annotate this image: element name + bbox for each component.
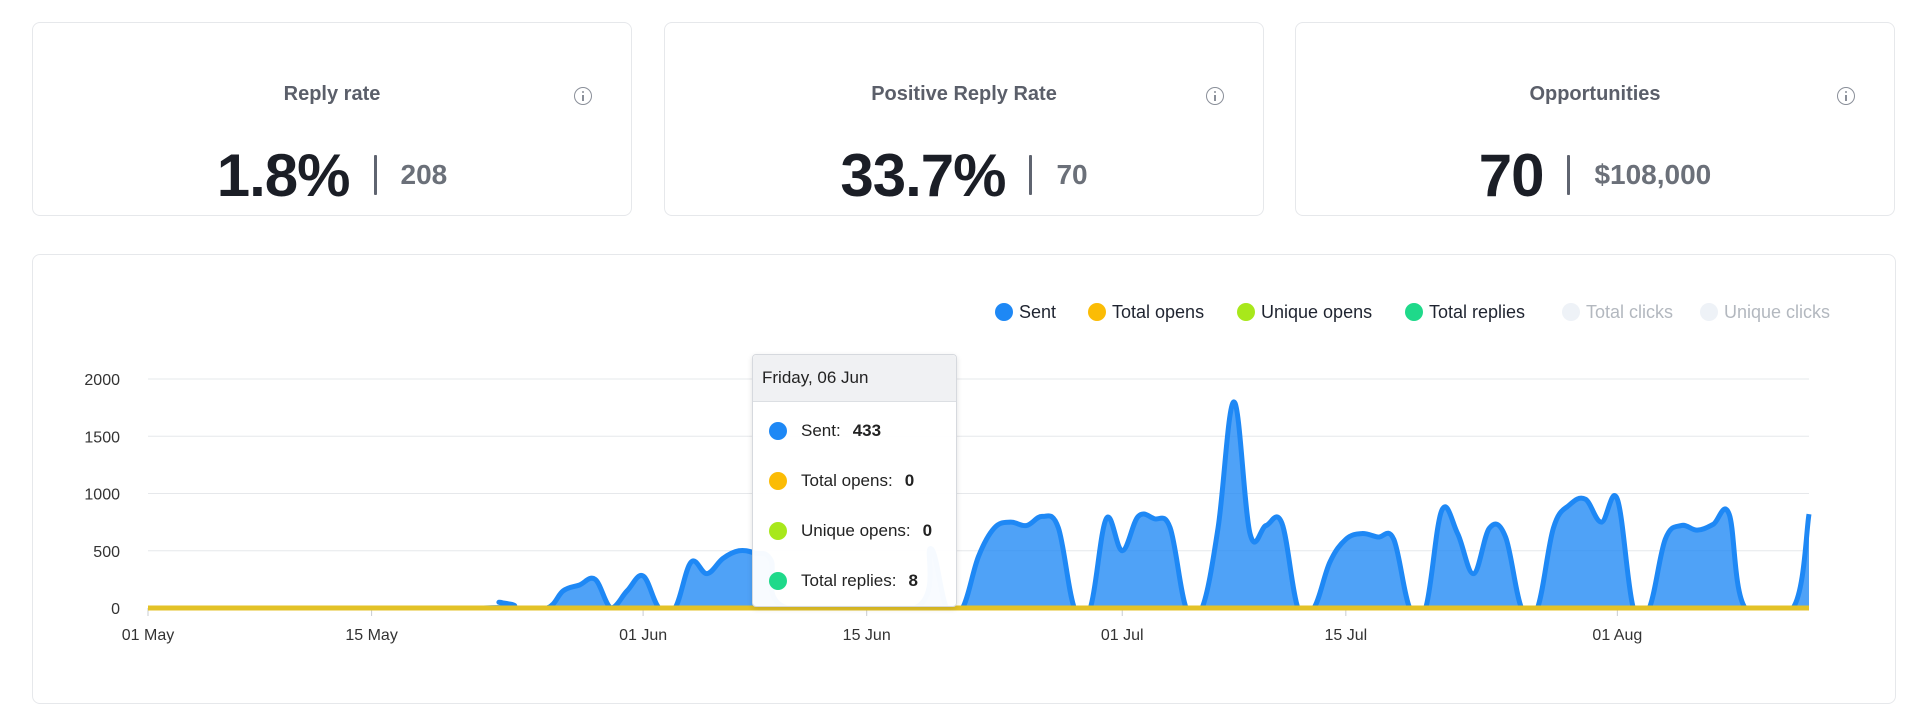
legend-label: Sent xyxy=(1019,302,1056,322)
tooltip-row: Total opens: 0 xyxy=(769,470,914,492)
tooltip-row: Sent: 433 xyxy=(769,420,881,442)
y-tick-label: 1500 xyxy=(84,429,120,446)
y-tick-label: 2000 xyxy=(84,372,120,389)
legend-dot-icon xyxy=(1562,303,1580,321)
legend-item-unique-opens[interactable]: Unique opens xyxy=(1237,302,1372,322)
legend-dot-icon xyxy=(995,303,1013,321)
legend-item-total-opens[interactable]: Total opens xyxy=(1088,302,1204,322)
tooltip-label: Total opens: xyxy=(801,471,893,490)
info-icon[interactable] xyxy=(574,87,592,105)
legend-label: Unique clicks xyxy=(1724,302,1830,322)
activity-chart: 0 500 1000 1500 2000 01 May 15 May 01 Jun 15 Jun… xyxy=(84,302,1830,644)
tooltip-value: 8 xyxy=(908,571,918,590)
stat-card-title: Reply rate xyxy=(283,83,381,105)
stat-value: 70 xyxy=(1478,141,1545,209)
divider xyxy=(1567,155,1571,195)
stat-value-row: 70 $108,000 xyxy=(1296,141,1894,209)
y-tick-label: 0 xyxy=(111,601,120,618)
chart-legend: Sent Total opens Unique opens Total replies… xyxy=(995,302,1830,322)
legend-label: Total opens xyxy=(1112,302,1204,322)
series-dot-icon xyxy=(769,422,787,440)
stat-card-reply-rate: Reply rate 1.8% 208 xyxy=(32,22,632,216)
tooltip-date: Friday, 06 Jun xyxy=(753,355,956,402)
x-tick-label: 01 Aug xyxy=(1592,627,1642,644)
tooltip-label: Sent: xyxy=(801,421,841,440)
stat-subvalue: 70 xyxy=(1056,159,1088,190)
series-dot-icon xyxy=(769,572,787,590)
tooltip-row: Total replies: 8 xyxy=(769,570,918,592)
legend-item-sent[interactable]: Sent xyxy=(995,302,1056,322)
series-dot-icon xyxy=(769,522,787,540)
info-icon[interactable] xyxy=(1206,87,1224,105)
stat-value-row: 33.7% 70 xyxy=(665,141,1263,209)
stat-card-title: Positive Reply Rate xyxy=(871,83,1057,105)
divider xyxy=(373,155,377,195)
legend-item-total-clicks[interactable]: Total clicks xyxy=(1562,302,1673,322)
legend-item-total-replies[interactable]: Total replies xyxy=(1405,302,1525,322)
x-tick-label: 01 Jul xyxy=(1101,627,1144,644)
x-tick-label: 01 Jun xyxy=(619,627,667,644)
tooltip-label: Unique opens: xyxy=(801,521,911,540)
stat-card-positive-reply-rate: Positive Reply Rate 33.7% 70 xyxy=(664,22,1264,216)
chart-tooltip: Friday, 06 Jun Sent: 433 Total opens: 0 … xyxy=(752,354,957,607)
tooltip-label: Total replies: xyxy=(801,571,897,590)
legend-item-unique-clicks[interactable]: Unique clicks xyxy=(1700,302,1830,322)
divider xyxy=(1029,155,1033,195)
x-tick-label: 15 Jul xyxy=(1324,627,1367,644)
legend-dot-icon xyxy=(1088,303,1106,321)
series-dot-icon xyxy=(769,472,787,490)
stat-subvalue: 208 xyxy=(400,159,448,190)
activity-chart-card: 0 500 1000 1500 2000 01 May 15 May 01 Jun 15 Jun… xyxy=(32,254,1896,704)
y-tick-label: 500 xyxy=(93,544,120,561)
legend-label: Unique opens xyxy=(1261,302,1372,322)
tooltip-value: 0 xyxy=(904,471,915,490)
y-tick-label: 1000 xyxy=(84,487,120,504)
legend-label: Total replies xyxy=(1429,302,1525,322)
stat-value: 1.8% xyxy=(216,141,351,209)
stat-card-title: Opportunities xyxy=(1529,83,1661,105)
legend-dot-icon xyxy=(1700,303,1718,321)
legend-dot-icon xyxy=(1405,303,1423,321)
x-tick-label: 15 Jun xyxy=(843,627,891,644)
x-tick-label: 01 May xyxy=(122,627,174,644)
legend-dot-icon xyxy=(1237,303,1255,321)
stat-subvalue: $108,000 xyxy=(1594,159,1712,190)
series-area-sent xyxy=(148,401,1809,608)
x-tick-label: 15 May xyxy=(345,627,397,644)
stat-value: 33.7% xyxy=(840,141,1006,209)
stat-value-row: 1.8% 208 xyxy=(33,141,631,209)
tooltip-value: 433 xyxy=(852,421,882,440)
stat-card-opportunities: Opportunities 70 $108,000 xyxy=(1295,22,1895,216)
info-icon[interactable] xyxy=(1837,87,1855,105)
legend-label: Total clicks xyxy=(1586,302,1673,322)
tooltip-value: 0 xyxy=(922,521,933,540)
tooltip-row: Unique opens: 0 xyxy=(769,520,932,542)
